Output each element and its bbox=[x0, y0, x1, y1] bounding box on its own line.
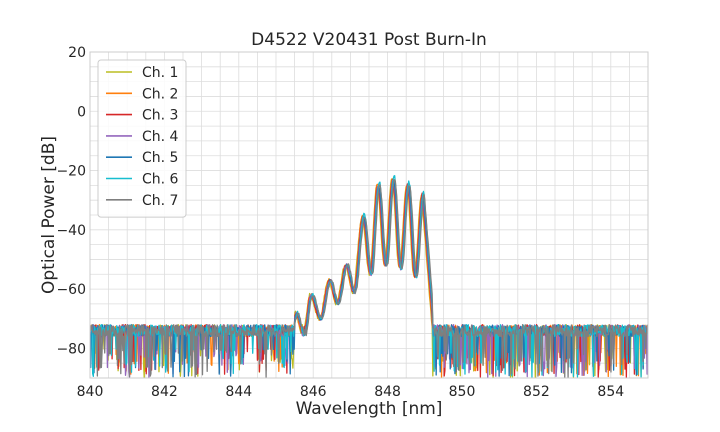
legend-label: Ch. 5 bbox=[142, 150, 178, 166]
plot-frame bbox=[89, 51, 649, 379]
legend-label: Ch. 3 bbox=[142, 108, 178, 124]
y-tick-label: −80 bbox=[56, 341, 86, 357]
x-tick-label: 854 bbox=[597, 384, 624, 400]
x-tick-label: 844 bbox=[225, 384, 252, 400]
x-tick-label: 846 bbox=[300, 384, 327, 400]
x-tick-label: 852 bbox=[523, 384, 550, 400]
series-line-7 bbox=[90, 179, 648, 378]
x-tick-label: 848 bbox=[374, 384, 401, 400]
chart-title: D4522 V20431 Post Burn-In bbox=[251, 30, 487, 50]
legend-label: Ch. 6 bbox=[142, 172, 179, 188]
y-tick-label: 20 bbox=[68, 45, 86, 61]
legend-label: Ch. 1 bbox=[142, 65, 178, 81]
y-tick-label: −60 bbox=[56, 282, 86, 298]
y-tick-label: −40 bbox=[56, 223, 86, 239]
legend-label: Ch. 2 bbox=[142, 86, 178, 102]
y-tick-label: −20 bbox=[56, 164, 86, 180]
y-tick-labels: 20 0 −20 −40 −60 −80 bbox=[56, 45, 86, 357]
y-tick-label: 0 bbox=[77, 104, 86, 120]
legend-label: Ch. 4 bbox=[142, 129, 179, 145]
series-layer bbox=[90, 174, 648, 378]
x-tick-label: 850 bbox=[449, 384, 476, 400]
x-tick-label: 840 bbox=[77, 384, 104, 400]
y-axis-label: Optical Power [dB] bbox=[39, 136, 59, 294]
x-tick-label: 842 bbox=[151, 384, 178, 400]
x-axis-label: Wavelength [nm] bbox=[296, 399, 443, 419]
legend: Ch. 1 Ch. 2 Ch. 3 Ch. 4 Ch. 5 Ch. 6 Ch. 7 bbox=[97, 59, 187, 218]
x-tick-labels: 840 842 844 846 848 850 852 854 bbox=[77, 384, 625, 400]
legend-label: Ch. 7 bbox=[142, 193, 178, 209]
